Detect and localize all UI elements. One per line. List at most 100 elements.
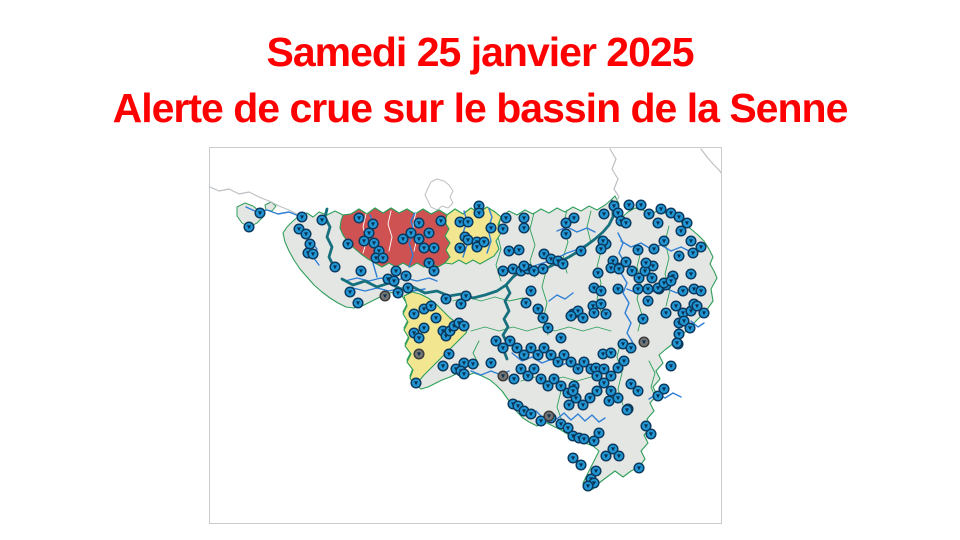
station-marker[interactable] xyxy=(645,428,657,440)
station-marker[interactable] xyxy=(467,358,479,370)
station-marker[interactable] xyxy=(528,363,540,375)
station-marker[interactable] xyxy=(598,377,610,389)
station-marker[interactable] xyxy=(673,211,685,223)
station-marker[interactable] xyxy=(532,303,544,315)
station-marker[interactable] xyxy=(597,235,609,247)
station-marker[interactable] xyxy=(555,332,567,344)
station-marker[interactable] xyxy=(542,380,554,392)
station-marker[interactable] xyxy=(623,199,635,211)
station-marker[interactable] xyxy=(525,285,537,297)
station-marker[interactable] xyxy=(413,233,425,245)
station-marker[interactable] xyxy=(462,234,474,246)
station-marker[interactable] xyxy=(642,295,654,307)
station-marker[interactable] xyxy=(435,215,447,227)
station-marker[interactable] xyxy=(518,222,530,234)
station-marker[interactable] xyxy=(316,214,328,226)
station-marker[interactable] xyxy=(520,297,532,309)
station-marker[interactable] xyxy=(455,298,467,310)
station-marker[interactable] xyxy=(642,283,654,295)
station-marker[interactable] xyxy=(562,422,574,434)
station-marker[interactable] xyxy=(605,347,617,359)
station-marker[interactable] xyxy=(691,300,703,312)
station-marker[interactable] xyxy=(646,272,658,284)
station-marker[interactable] xyxy=(584,392,596,404)
station-marker[interactable] xyxy=(392,287,404,299)
station-marker[interactable] xyxy=(296,211,308,223)
station-marker[interactable] xyxy=(652,390,664,402)
station-marker[interactable] xyxy=(437,360,449,372)
station-marker[interactable] xyxy=(402,282,414,294)
station-marker[interactable] xyxy=(632,283,644,295)
station-marker[interactable] xyxy=(633,272,645,284)
station-marker[interactable] xyxy=(405,227,417,239)
station-marker[interactable] xyxy=(605,385,617,397)
station-marker[interactable] xyxy=(637,313,649,325)
station-marker[interactable] xyxy=(577,312,589,324)
station-marker[interactable] xyxy=(695,285,707,297)
station-marker-inactive[interactable] xyxy=(497,370,509,382)
station-marker-inactive[interactable] xyxy=(413,348,425,360)
station-marker[interactable] xyxy=(344,286,356,298)
station-marker-inactive[interactable] xyxy=(638,336,650,348)
station-marker[interactable] xyxy=(329,261,341,273)
station-marker[interactable] xyxy=(613,450,625,462)
station-marker[interactable] xyxy=(681,217,693,229)
station-marker[interactable] xyxy=(418,322,430,334)
station-marker[interactable] xyxy=(358,235,370,247)
station-marker[interactable] xyxy=(454,242,466,254)
station-marker[interactable] xyxy=(443,348,455,360)
station-marker[interactable] xyxy=(567,452,579,464)
station-marker[interactable] xyxy=(555,380,567,392)
station-marker[interactable] xyxy=(522,370,534,382)
station-marker[interactable] xyxy=(377,252,389,264)
station-marker[interactable] xyxy=(473,207,485,219)
station-marker[interactable] xyxy=(518,405,530,417)
station-marker[interactable] xyxy=(685,235,697,247)
station-marker[interactable] xyxy=(342,238,354,250)
station-marker[interactable] xyxy=(590,465,602,477)
station-marker[interactable] xyxy=(418,242,430,254)
station-marker[interactable] xyxy=(408,308,420,320)
station-marker[interactable] xyxy=(588,307,600,319)
station-marker[interactable] xyxy=(621,404,633,416)
station-marker[interactable] xyxy=(613,263,625,275)
station-marker[interactable] xyxy=(545,349,557,361)
station-marker[interactable] xyxy=(684,322,696,334)
station-marker[interactable] xyxy=(504,335,516,347)
station-marker[interactable] xyxy=(588,435,600,447)
station-marker[interactable] xyxy=(643,208,655,220)
station-marker[interactable] xyxy=(633,462,645,474)
station-marker[interactable] xyxy=(565,310,577,322)
station-marker[interactable] xyxy=(542,322,554,334)
station-marker[interactable] xyxy=(430,312,442,324)
station-marker[interactable] xyxy=(428,265,440,277)
station-marker[interactable] xyxy=(612,362,624,374)
station-marker[interactable] xyxy=(578,433,590,445)
station-marker[interactable] xyxy=(592,267,604,279)
station-marker[interactable] xyxy=(578,356,590,368)
station-marker[interactable] xyxy=(675,225,687,237)
station-marker[interactable] xyxy=(687,247,699,259)
station-marker[interactable] xyxy=(304,238,316,250)
station-marker[interactable] xyxy=(532,349,544,361)
station-marker[interactable] xyxy=(413,332,425,344)
station-marker[interactable] xyxy=(458,368,470,380)
station-marker[interactable] xyxy=(600,450,612,462)
station-marker[interactable] xyxy=(390,265,402,277)
station-marker[interactable] xyxy=(353,212,365,224)
station-marker[interactable] xyxy=(595,243,607,255)
station-marker[interactable] xyxy=(591,370,603,382)
station-marker[interactable] xyxy=(598,208,610,220)
station-marker[interactable] xyxy=(525,342,537,354)
station-marker[interactable] xyxy=(355,265,367,277)
station-marker[interactable] xyxy=(620,217,632,229)
station-marker[interactable] xyxy=(423,257,435,269)
station-marker[interactable] xyxy=(568,212,580,224)
station-marker[interactable] xyxy=(410,377,422,389)
station-marker[interactable] xyxy=(595,285,607,297)
station-marker[interactable] xyxy=(685,268,697,280)
station-marker[interactable] xyxy=(563,399,575,411)
station-marker[interactable] xyxy=(535,415,547,427)
station-marker[interactable] xyxy=(528,265,540,277)
station-marker[interactable] xyxy=(567,385,579,397)
